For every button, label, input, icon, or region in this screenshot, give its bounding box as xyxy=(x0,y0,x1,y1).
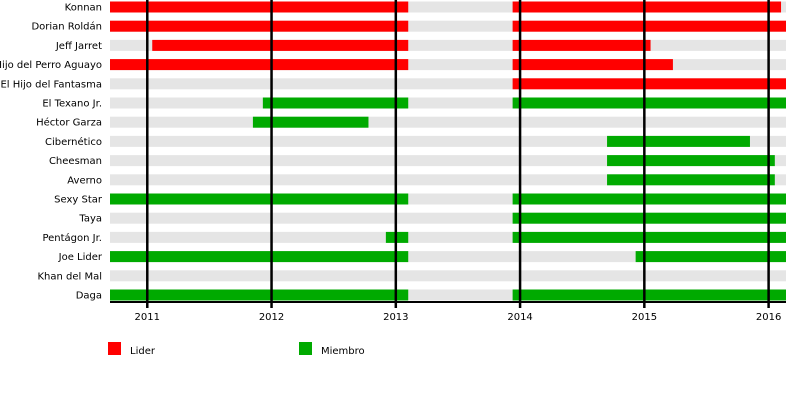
row-label: Cheesman xyxy=(49,156,102,167)
row-label: El Hijo del Fantasma xyxy=(0,79,102,90)
row-label: Cibernético xyxy=(45,136,102,148)
x-axis-line xyxy=(110,301,786,303)
row-label: Averno xyxy=(67,175,102,186)
timeline-bar-lider xyxy=(110,1,409,13)
x-tick-label: 2016 xyxy=(756,312,781,323)
timeline-bar-lider xyxy=(512,59,673,71)
row-labels: Konnan Dorian Roldán Jeff Jarret Hijo del P… xyxy=(0,3,103,302)
row-label: El Texano Jr. xyxy=(42,99,102,110)
row-background xyxy=(110,59,786,71)
row-label: Khan del Mal xyxy=(37,271,102,282)
timeline-bar-miembro xyxy=(512,193,786,205)
row-background xyxy=(110,193,786,205)
row-background xyxy=(110,155,786,167)
timeline-bar-miembro xyxy=(607,155,775,167)
row-label: Sexy Star xyxy=(54,195,103,206)
timeline-bar-miembro xyxy=(512,231,786,243)
row-label: Taya xyxy=(78,214,102,225)
timeline-bar-miembro xyxy=(607,135,750,147)
timeline-bar-lider xyxy=(110,20,409,32)
row-background xyxy=(110,231,786,243)
timeline-bar-miembro xyxy=(512,289,786,301)
row-background xyxy=(110,135,786,147)
timeline-bar-lider xyxy=(512,78,786,90)
row-background xyxy=(110,97,786,109)
row-background xyxy=(110,20,786,32)
timeline-bar-lider xyxy=(110,59,409,71)
timeline-bar-miembro xyxy=(512,97,786,109)
row-background xyxy=(110,1,786,13)
x-tick-label: 2015 xyxy=(632,312,657,323)
x-tick-label: 2014 xyxy=(507,312,532,323)
legend-swatch-miembro xyxy=(299,342,312,355)
row-label: Jeff Jarret xyxy=(55,41,102,52)
timeline-bar-miembro xyxy=(607,174,775,186)
timeline-bar-miembro xyxy=(635,251,786,263)
timeline-bar-lider xyxy=(512,20,786,32)
bars xyxy=(110,1,786,301)
row-backgrounds xyxy=(110,1,786,301)
row-label: Joe Lider xyxy=(58,252,103,263)
row-background xyxy=(110,212,786,224)
timeline-bar-miembro xyxy=(110,193,409,205)
x-tick-label: 2012 xyxy=(259,312,284,323)
timeline-bar-lider xyxy=(152,39,409,51)
legend-label-miembro: Miembro xyxy=(321,346,365,357)
year-gridlines xyxy=(146,0,770,308)
row-label: Dorian Roldán xyxy=(31,21,102,33)
row-background xyxy=(110,289,786,301)
timeline-bar-lider xyxy=(512,1,782,13)
timeline-bar-miembro xyxy=(252,116,369,128)
row-background xyxy=(110,39,786,51)
timeline-bar-lider xyxy=(512,39,651,51)
timeline-bar-miembro xyxy=(110,289,409,301)
x-tick-label: 2013 xyxy=(383,312,408,323)
row-background xyxy=(110,78,786,90)
timeline-bar-miembro xyxy=(262,97,409,109)
legend-swatch-lider xyxy=(108,342,121,355)
row-label: Konnan xyxy=(65,3,102,14)
row-background xyxy=(110,270,786,282)
x-tick-label: 2011 xyxy=(135,312,160,323)
row-label: Daga xyxy=(76,291,102,302)
row-label: Pentágon Jr. xyxy=(42,232,102,244)
timeline-bar-miembro xyxy=(110,251,409,263)
timeline-bar-miembro xyxy=(512,212,786,224)
row-label: Hijo del Perro Aguayo xyxy=(0,60,102,71)
legend-label-lider: Lider xyxy=(130,346,156,357)
row-background xyxy=(110,116,786,128)
row-background xyxy=(110,251,786,263)
legend: Lider Miembro xyxy=(108,342,365,357)
x-axis: 2011 2012 2013 2014 2015 2016 xyxy=(110,301,786,323)
row-label: Héctor Garza xyxy=(36,117,102,129)
row-background xyxy=(110,174,786,186)
